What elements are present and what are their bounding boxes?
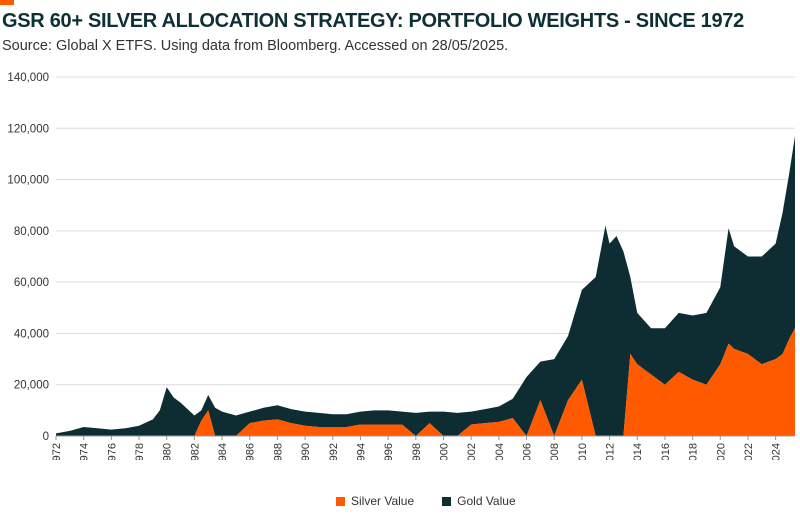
x-tick-label-1996: 1996 — [383, 443, 395, 460]
series-gold-value-area — [56, 135, 795, 436]
legend-item-silver: Silver Value — [336, 494, 414, 508]
y-tick-label-1: 20,000 — [14, 380, 49, 392]
y-tick-label-0: 0 — [43, 431, 49, 443]
chart: 0 20,000 40,000 60,000 80,000 100,000 120,000 1… — [7, 72, 795, 460]
x-tick-label-1988: 1988 — [272, 443, 284, 460]
x-tick-label-2010: 2010 — [577, 443, 589, 460]
y-tick-label-5: 100,000 — [7, 175, 49, 187]
x-tick-label-2000: 2000 — [438, 443, 450, 460]
x-tick-label-2016: 2016 — [660, 443, 672, 460]
x-tick-label-2018: 2018 — [688, 443, 700, 460]
legend-label-gold: Gold Value — [457, 494, 516, 508]
x-tick-label-2012: 2012 — [605, 443, 617, 460]
x-tick-label-1992: 1992 — [328, 443, 340, 460]
x-tick-label-1982: 1982 — [189, 443, 201, 460]
legend: Silver Value Gold Value — [336, 494, 516, 508]
y-tick-label-3: 60,000 — [14, 277, 49, 289]
y-tick-label-4: 80,000 — [14, 226, 49, 238]
x-tick-label-1978: 1978 — [134, 443, 146, 460]
legend-swatch-gold — [442, 496, 452, 506]
x-tick-label-2002: 2002 — [466, 443, 478, 460]
x-tick-label-1990: 1990 — [300, 443, 312, 460]
y-tick-label-6: 120,000 — [7, 123, 49, 135]
x-tick-label-1980: 1980 — [162, 443, 174, 460]
x-tick-label-1984: 1984 — [217, 443, 229, 460]
x-tick-label-1994: 1994 — [355, 443, 367, 460]
x-tick-label-1976: 1976 — [106, 443, 118, 460]
legend-item-gold: Gold Value — [442, 494, 516, 508]
x-tick-label-2024: 2024 — [771, 443, 783, 460]
x-tick-label-2014: 2014 — [632, 443, 644, 460]
x-tick-label-2022: 2022 — [743, 443, 755, 460]
y-tick-label-2: 40,000 — [14, 328, 49, 340]
chart-title: GSR 60+ SILVER ALLOCATION STRATEGY: PORT… — [2, 10, 744, 32]
x-tick-label-1972: 1972 — [51, 443, 63, 460]
series-silver-value-area — [56, 328, 795, 436]
legend-swatch-silver — [336, 496, 345, 506]
accent-bar — [0, 0, 14, 5]
x-tick-label-1986: 1986 — [245, 443, 257, 460]
x-tick-label-2006: 2006 — [522, 443, 534, 460]
x-tick-label-1974: 1974 — [79, 443, 91, 460]
x-tick-label-2020: 2020 — [715, 443, 727, 460]
x-tick-label-2008: 2008 — [549, 443, 561, 460]
chart-subtitle: Source: Global X ETFS. Using data from B… — [2, 38, 509, 54]
x-tick-label-1998: 1998 — [411, 443, 423, 460]
legend-label-silver: Silver Value — [351, 494, 415, 508]
x-tick-label-2004: 2004 — [494, 443, 506, 460]
y-tick-label-7: 140,000 — [7, 72, 49, 84]
